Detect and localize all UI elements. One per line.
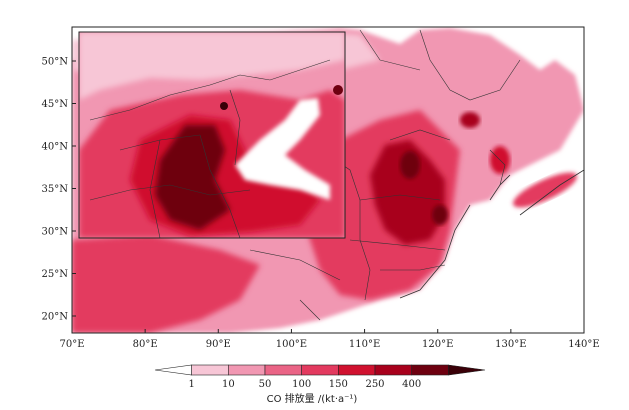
longitude-tick-label: 90°E	[206, 339, 231, 350]
colorbar-segment	[191, 364, 229, 376]
latitude-tick-label: 20°N	[42, 312, 69, 323]
latitude-tick-label: 45°N	[42, 99, 69, 110]
colorbar-segment	[154, 364, 192, 376]
hotspot-north-china	[400, 151, 420, 179]
inset-shenyang-marker	[333, 85, 343, 95]
longitude-ticks: 70°E 80°E 90°E 100°E 110°E 120°E 130°E 140°E	[59, 329, 600, 350]
colorbar-title: CO 排放量 /(kt·a⁻¹)	[267, 392, 358, 405]
colorbar-segment	[448, 364, 486, 376]
inset-borders	[89, 59, 331, 238]
longitude-tick-label: 140°E	[568, 339, 599, 350]
latitude-tick-label: 40°N	[42, 142, 69, 153]
longitude-tick-label: 70°E	[59, 339, 84, 350]
inset-beijing-marker	[220, 102, 228, 110]
inset-low-region	[79, 32, 345, 100]
latitude-tick-label: 30°N	[42, 227, 69, 238]
colorbar-segment	[411, 364, 449, 376]
latitude-tick-label: 25°N	[42, 269, 69, 280]
coastline	[399, 169, 584, 299]
colorbar-level-label: 10	[222, 379, 235, 390]
latitude-tick-label: 50°N	[42, 57, 69, 68]
latitude-tick-label: 35°N	[42, 184, 69, 195]
colorbar-segment	[264, 364, 302, 376]
colorbar: 1 10 50 100 150 250 400	[154, 364, 486, 390]
inset-hotspot-region	[155, 125, 230, 230]
colorbar-segment	[228, 364, 266, 376]
inset-bohai-sea	[235, 98, 330, 200]
country-borders	[249, 29, 521, 321]
colorbar-level-label: 400	[402, 379, 421, 390]
colorbar-segment	[301, 364, 339, 376]
latitude-ticks: 20°N 25°N 30°N 35°N 40°N 45°N 50°N	[42, 57, 76, 323]
colorbar-level-label: 100	[292, 379, 311, 390]
longitude-tick-label: 100°E	[276, 339, 307, 350]
longitude-tick-label: 130°E	[495, 339, 526, 350]
longitude-tick-label: 120°E	[422, 339, 453, 350]
hotspot-yangtze-delta	[432, 205, 448, 225]
longitude-tick-label: 110°E	[349, 339, 380, 350]
colorbar-level-label: 50	[259, 379, 272, 390]
colorbar-level-label: 150	[329, 379, 348, 390]
inset-map	[78, 31, 346, 239]
very-high-emission-region	[370, 140, 445, 245]
inset-frame	[78, 31, 346, 239]
colorbar-segment	[338, 364, 376, 376]
colorbar-level-label: 250	[365, 379, 384, 390]
japan-region	[512, 172, 578, 208]
colorbar-level-label: 1	[188, 379, 194, 390]
hotspot-northeast	[460, 112, 480, 128]
longitude-tick-label: 80°E	[133, 339, 158, 350]
colorbar-segment	[374, 364, 412, 376]
india-region	[72, 235, 260, 333]
map-frame	[71, 26, 585, 334]
